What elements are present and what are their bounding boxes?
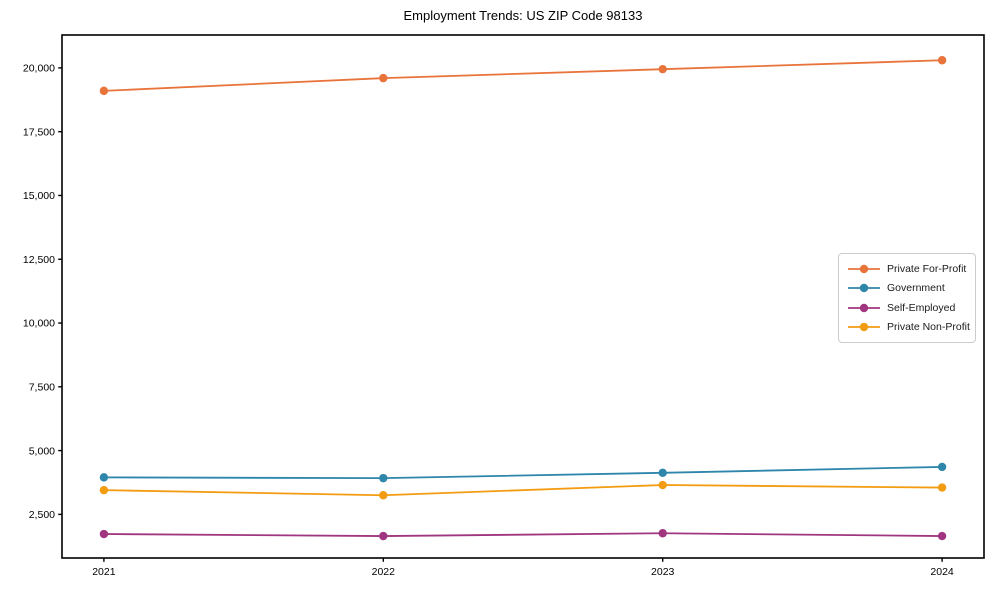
legend-marker-icon	[848, 303, 880, 312]
legend-label: Private For-Profit	[887, 262, 967, 275]
data-point	[937, 462, 947, 472]
x-tick-label: 2022	[372, 566, 396, 578]
series-line-1	[103, 466, 943, 480]
data-point	[937, 531, 947, 541]
y-tick-label: 12,500	[23, 254, 55, 266]
legend: Private For-Profit Government Self-Employe…	[838, 253, 976, 343]
chart-title: Employment Trends: US ZIP Code 98133	[403, 8, 643, 23]
data-point	[379, 491, 388, 500]
legend-marker-icon	[848, 323, 880, 332]
y-tick-label: 17,500	[23, 126, 55, 138]
y-tick-label: 20,000	[23, 63, 55, 75]
legend-label: Government	[887, 282, 945, 295]
data-point	[379, 473, 388, 483]
plot-frame	[61, 34, 985, 559]
data-point	[99, 485, 109, 495]
data-point	[379, 531, 388, 541]
data-point	[99, 86, 109, 96]
legend-label: Self-Employed	[887, 301, 956, 314]
data-point	[658, 468, 667, 477]
data-point	[99, 529, 109, 539]
legend-label: Private Non-Profit	[887, 321, 970, 334]
series-line-0	[103, 59, 943, 92]
series-line-2	[103, 532, 943, 537]
data-point	[379, 73, 388, 83]
data-point	[937, 483, 947, 492]
y-tick-label: 15,000	[23, 190, 55, 202]
x-tick-label: 2021	[92, 566, 116, 578]
legend-marker-icon	[848, 264, 880, 273]
legend-item: Private Non-Profit	[848, 318, 971, 336]
y-tick-label: 10,000	[23, 318, 55, 330]
x-tick-label: 2023	[651, 566, 675, 578]
legend-marker-icon	[848, 284, 880, 293]
data-point	[937, 56, 947, 65]
data-point	[99, 473, 109, 482]
data-point	[658, 529, 667, 538]
legend-item: Government	[848, 279, 971, 297]
series-line-3	[103, 484, 943, 497]
x-tick-label: 2024	[930, 566, 954, 578]
data-point	[658, 64, 667, 74]
y-tick-label: 2,500	[29, 509, 55, 521]
legend-item: Private For-Profit	[848, 260, 971, 278]
y-tick-label: 7,500	[29, 382, 55, 394]
data-point	[658, 480, 667, 490]
legend-item: Self-Employed	[848, 299, 971, 317]
y-tick-label: 5,000	[29, 445, 55, 457]
